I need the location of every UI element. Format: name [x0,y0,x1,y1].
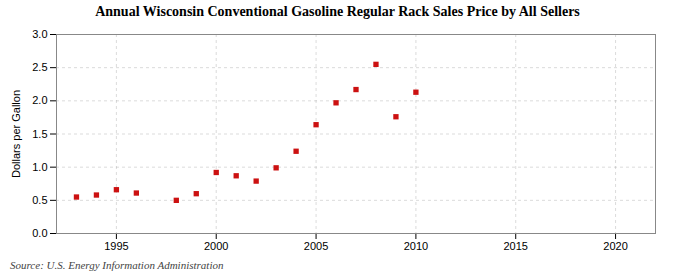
html-text:Source: U.S. Energy Informatio: Source: U.S. Energy Information Administ… [10,259,224,271]
svg-text:0.5: 0.5 [32,194,47,206]
svg-text:2.5: 2.5 [32,61,47,73]
svg-text:3.0: 3.0 [32,28,47,40]
svg-text:2005: 2005 [304,240,328,252]
svg-text:Dollars per Gallon: Dollars per Gallon [10,90,22,178]
svg-text:2010: 2010 [404,240,428,252]
html-text:Annual Wisconsin Conventional: Annual Wisconsin Conventional Gasoline R… [95,4,580,19]
svg-text:2000: 2000 [204,240,228,252]
svg-text:1995: 1995 [104,240,128,252]
svg-text:0.0: 0.0 [32,227,47,239]
svg-text:2.0: 2.0 [32,94,47,106]
svg-text:2020: 2020 [603,240,627,252]
svg-text:1.5: 1.5 [32,128,47,140]
svg-text:1.0: 1.0 [32,161,47,173]
svg-text:2015: 2015 [503,240,527,252]
